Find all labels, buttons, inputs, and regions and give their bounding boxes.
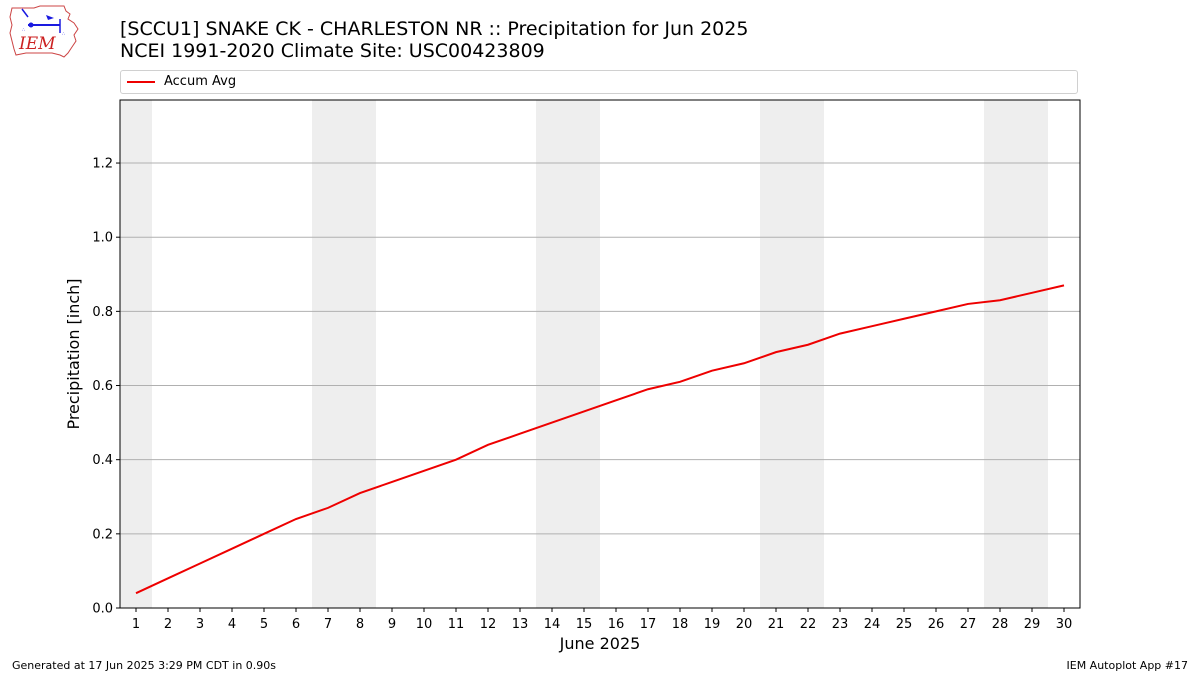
x-tick-label: 4 — [228, 617, 236, 632]
x-tick-label: 25 — [896, 617, 913, 632]
x-tick-label: 21 — [768, 617, 785, 632]
plot-frame — [119, 99, 1081, 609]
weekend-band — [536, 100, 600, 608]
x-tick-label: 10 — [416, 617, 433, 632]
x-tick-label: 24 — [864, 617, 881, 632]
x-tick-label: 19 — [704, 617, 721, 632]
x-tick-label: 16 — [608, 617, 625, 632]
x-tick-label: 27 — [960, 617, 977, 632]
weekend-shading-group — [120, 100, 1048, 608]
series-line-accum-avg — [135, 284, 1065, 595]
x-tick-label: 14 — [544, 617, 561, 632]
app-label: IEM Autoplot App #17 — [1066, 659, 1189, 672]
x-tick-label: 12 — [480, 617, 497, 632]
x-tick-label: 1 — [132, 617, 140, 632]
y-tick-label: 0.0 — [92, 602, 113, 617]
ticks-group: 0.00.20.40.60.81.01.21 2 3 4 5 6 7 8 9 10 11 12 13 14… — [92, 157, 1072, 632]
svg-text:∴: ∴ — [22, 27, 25, 33]
weekend-band — [120, 100, 152, 608]
chart-title: [SCCU1] SNAKE CK - CHARLESTON NR :: Prec… — [120, 18, 749, 40]
x-tick-label: 3 — [196, 617, 204, 632]
x-tick-label: 9 — [388, 617, 396, 632]
x-tick-label: 28 — [992, 617, 1009, 632]
legend: Accum Avg — [120, 70, 1078, 94]
logo-text: IEM — [18, 34, 56, 54]
svg-text:∴: ∴ — [62, 31, 65, 37]
series-group — [135, 284, 1065, 595]
weekend-band — [312, 100, 376, 608]
x-tick-label: 22 — [800, 617, 817, 632]
y-tick-label: 0.4 — [92, 453, 113, 468]
x-tick-label: 5 — [260, 617, 268, 632]
x-tick-label: 13 — [512, 617, 529, 632]
x-tick-label: 20 — [736, 617, 753, 632]
y-tick-label: 0.6 — [92, 379, 113, 394]
generated-timestamp: Generated at 17 Jun 2025 3:29 PM CDT in … — [12, 659, 277, 672]
x-tick-label: 17 — [640, 617, 657, 632]
y-tick-label: 0.8 — [92, 305, 113, 320]
y-tick-label: 1.0 — [92, 231, 113, 246]
y-tick-label: 0.2 — [92, 527, 113, 542]
x-tick-label: 15 — [576, 617, 593, 632]
x-tick-label: 23 — [832, 617, 849, 632]
x-tick-label: 29 — [1024, 617, 1041, 632]
legend-label: Accum Avg — [164, 74, 237, 89]
y-tick-label: 1.2 — [92, 157, 113, 172]
x-axis-label: June 2025 — [559, 634, 641, 653]
x-tick-label: 26 — [928, 617, 945, 632]
weekend-band — [984, 100, 1048, 608]
x-tick-label: 2 — [164, 617, 172, 632]
x-tick-label: 6 — [292, 617, 300, 632]
x-tick-label: 18 — [672, 617, 689, 632]
x-tick-label: 30 — [1056, 617, 1073, 632]
iem-logo: ∴ ∴ IEM — [8, 5, 80, 59]
y-axis-label: Precipitation [inch] — [64, 278, 83, 429]
legend-swatch — [127, 81, 155, 83]
grid-lines-group — [120, 162, 1080, 535]
x-tick-label: 11 — [448, 617, 465, 632]
chart-subtitle: NCEI 1991-2020 Climate Site: USC00423809 — [120, 40, 545, 62]
x-tick-label: 8 — [356, 617, 364, 632]
x-tick-label: 7 — [324, 617, 332, 632]
